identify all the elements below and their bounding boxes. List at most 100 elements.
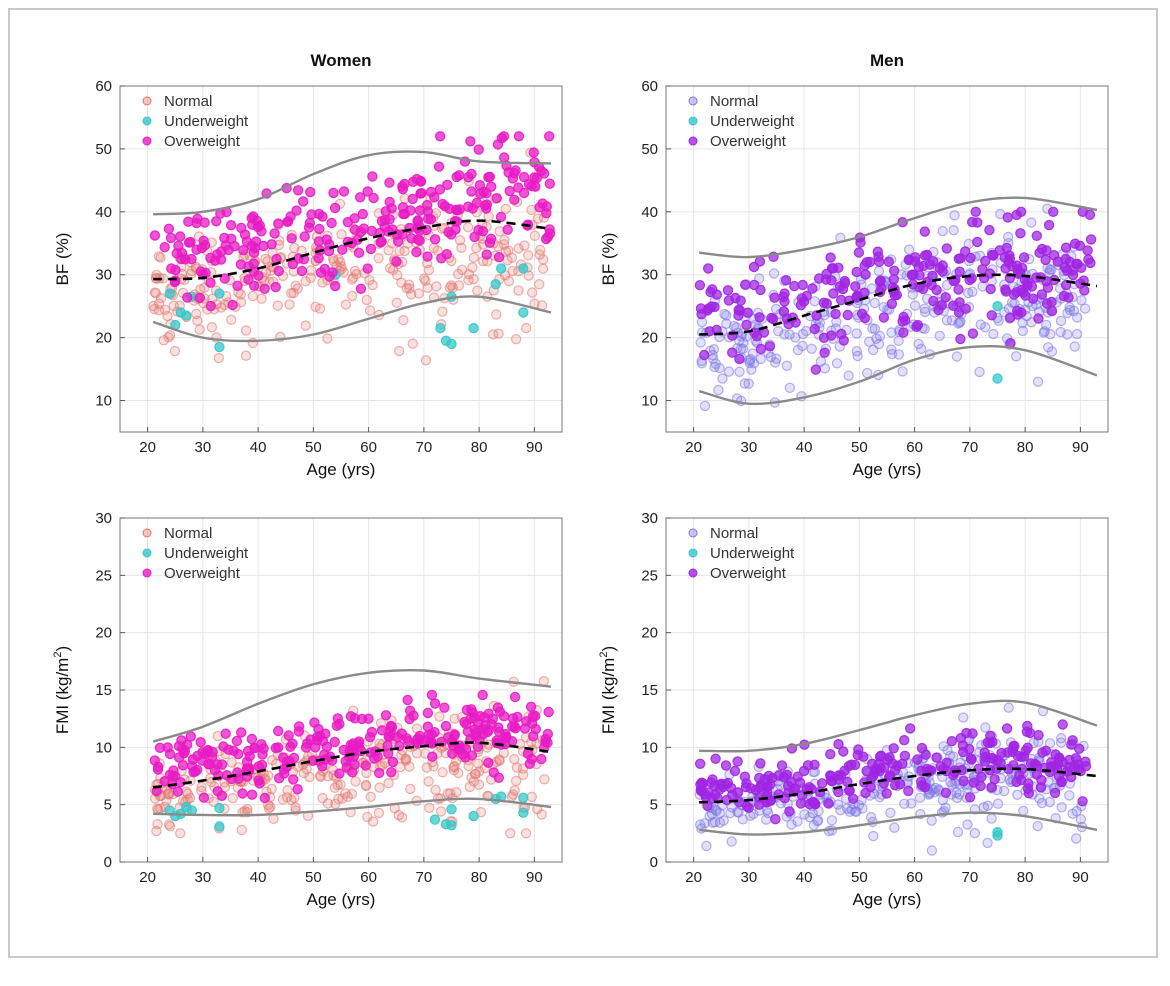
scatter-point-overweight bbox=[741, 319, 752, 331]
scatter-point-overweight bbox=[197, 747, 208, 758]
scatter-point-overweight bbox=[422, 251, 433, 262]
legend-marker bbox=[142, 96, 152, 106]
scatter-point-overweight bbox=[382, 740, 393, 751]
scatter-point-normal bbox=[819, 363, 831, 374]
scatter-point-overweight bbox=[314, 223, 325, 235]
scatter-point-normal bbox=[332, 779, 343, 791]
legend-label: Overweight bbox=[164, 565, 241, 582]
y-tick-label: 10 bbox=[95, 393, 112, 410]
scatter-point-overweight bbox=[696, 777, 708, 788]
scatter-point-normal bbox=[464, 781, 475, 793]
scatter-point-overweight bbox=[305, 186, 316, 198]
y-tick-label: 40 bbox=[95, 204, 112, 221]
scatter-point-overweight bbox=[313, 236, 325, 247]
scatter-point-overweight bbox=[529, 172, 540, 183]
scatter-point-normal bbox=[539, 774, 550, 785]
scatter-point-normal bbox=[503, 275, 515, 287]
scatter-point-overweight bbox=[809, 759, 820, 771]
scatter-point-normal bbox=[435, 806, 447, 817]
scatter-point-overweight bbox=[435, 131, 446, 142]
scatter-point-overweight bbox=[819, 347, 830, 358]
scatter-point-normal bbox=[701, 840, 712, 852]
scatter-point-overweight bbox=[509, 691, 521, 703]
scatter-point-normal bbox=[930, 782, 941, 794]
scatter-point-overweight bbox=[329, 202, 341, 214]
scatter-point-overweight bbox=[826, 330, 837, 341]
scatter-point-overweight bbox=[727, 347, 738, 358]
legend-marker bbox=[688, 116, 698, 126]
scatter-point-overweight bbox=[833, 739, 844, 750]
scatter-point-normal bbox=[723, 366, 735, 377]
scatter-point-overweight bbox=[334, 768, 345, 779]
scatter-point-overweight bbox=[469, 231, 480, 243]
scatter-point-normal bbox=[164, 821, 176, 832]
scatter-point-normal bbox=[1046, 264, 1057, 275]
scatter-point-normal bbox=[1064, 304, 1076, 316]
scatter-point-underweight bbox=[214, 288, 225, 299]
scatter-point-overweight bbox=[518, 171, 530, 183]
legend-label: Normal bbox=[710, 525, 758, 542]
axes-box bbox=[119, 85, 563, 433]
scatter-point-overweight bbox=[397, 183, 409, 195]
scatter-point-overweight bbox=[259, 283, 270, 294]
y-tick-label: 30 bbox=[95, 510, 112, 527]
scatter-point-overweight bbox=[412, 733, 423, 744]
scatter-point-overweight bbox=[889, 290, 901, 301]
scatter-point-normal bbox=[726, 802, 738, 813]
scatter-point-overweight bbox=[844, 785, 855, 796]
scatter-point-underweight bbox=[490, 279, 501, 290]
scatter-point-overweight bbox=[273, 725, 284, 737]
scatter-point-overweight bbox=[283, 730, 294, 741]
scatter-point-overweight bbox=[720, 760, 732, 771]
scatter-point-normal bbox=[247, 290, 258, 302]
y-tick-label: 40 bbox=[641, 204, 658, 221]
scatter-point-normal bbox=[394, 345, 405, 357]
scatter-point-underweight bbox=[164, 288, 175, 299]
scatter-point-overweight bbox=[429, 727, 440, 738]
scatter-point-normal bbox=[420, 355, 432, 366]
trend-line bbox=[699, 273, 1098, 336]
scatter-point-overweight bbox=[492, 139, 504, 150]
y-tick-label: 60 bbox=[641, 78, 658, 95]
scatter-point-normal bbox=[899, 798, 910, 810]
scatter-point-overweight bbox=[198, 792, 210, 803]
legend-marker bbox=[688, 136, 698, 146]
scatter-point-normal bbox=[448, 765, 460, 776]
scatter-point-overweight bbox=[526, 180, 537, 192]
scatter-point-overweight bbox=[362, 186, 373, 197]
scatter-point-normal bbox=[521, 322, 532, 334]
scatter-point-normal bbox=[1064, 790, 1075, 801]
x-tick-label: 30 bbox=[741, 439, 758, 456]
scatter-point-overweight bbox=[185, 236, 196, 248]
scatter-point-overweight bbox=[958, 746, 969, 758]
scatter-point-normal bbox=[394, 245, 405, 257]
scatter-point-underweight bbox=[992, 827, 1003, 838]
scatter-point-overweight bbox=[425, 186, 437, 198]
scatter-point-normal bbox=[529, 230, 541, 241]
x-tick-label: 70 bbox=[962, 439, 979, 456]
scatter-point-overweight bbox=[941, 243, 953, 254]
scatter-point-overweight bbox=[299, 231, 310, 242]
x-tick-label: 70 bbox=[962, 869, 979, 886]
scatter-point-overweight bbox=[740, 781, 752, 793]
scatter-point-overweight bbox=[995, 757, 1006, 769]
scatter-point-overweight bbox=[770, 814, 781, 825]
scatter-point-overweight bbox=[165, 232, 177, 244]
scatter-point-overweight bbox=[414, 205, 426, 216]
scatter-point-normal bbox=[396, 812, 408, 823]
scatter-point-overweight bbox=[375, 237, 386, 248]
scatter-point-overweight bbox=[1018, 252, 1030, 263]
scatter-point-overweight bbox=[408, 710, 419, 721]
scatter-point-normal bbox=[153, 251, 165, 262]
scatter-point-overweight bbox=[897, 758, 908, 770]
scatter-point-overweight bbox=[544, 131, 555, 142]
scatter-point-normal bbox=[322, 333, 333, 344]
scatter-point-normal bbox=[865, 812, 877, 823]
scatter-point-normal bbox=[919, 303, 930, 314]
scatter-point-overweight bbox=[159, 776, 170, 787]
scatter-point-overweight bbox=[306, 209, 317, 220]
scatter-point-normal bbox=[986, 813, 997, 824]
scatter-point-normal bbox=[168, 300, 179, 312]
scatter-point-underweight bbox=[435, 323, 446, 334]
x-tick-label: 70 bbox=[416, 869, 433, 886]
